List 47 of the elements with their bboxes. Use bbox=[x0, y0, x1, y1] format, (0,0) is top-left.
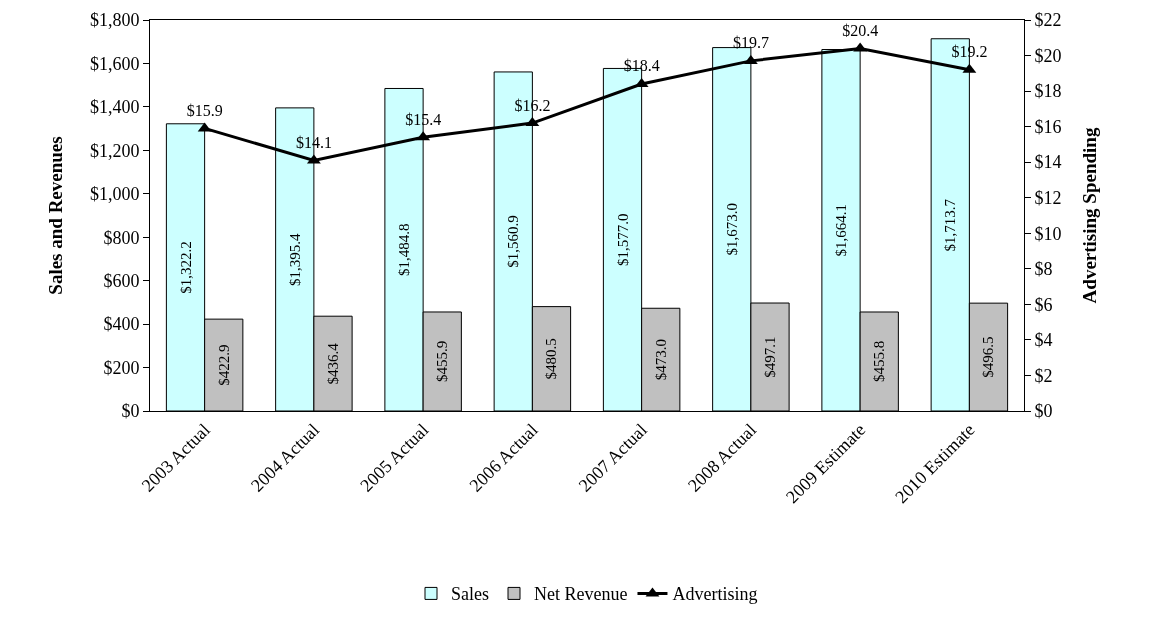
y2-tick-label: $20 bbox=[1034, 45, 1062, 66]
y-tick-label: $400 bbox=[103, 314, 140, 335]
y2-tick-label: $16 bbox=[1034, 116, 1062, 137]
data-label: $1,664.1 bbox=[833, 204, 850, 257]
data-label: $18.4 bbox=[623, 57, 660, 75]
y-tick-label: $1,200 bbox=[89, 140, 140, 161]
y2-tick-label: $4 bbox=[1034, 330, 1053, 351]
data-label: $1,577.0 bbox=[614, 213, 631, 266]
y2-tick-label: $12 bbox=[1034, 188, 1062, 209]
data-label: $1,484.8 bbox=[396, 223, 413, 276]
y-tick-label: $1,400 bbox=[89, 97, 140, 118]
data-label: $20.4 bbox=[842, 21, 879, 39]
y2-tick-label: $18 bbox=[1034, 81, 1062, 102]
data-label: $1,322.2 bbox=[177, 241, 194, 294]
data-label: $15.9 bbox=[186, 101, 223, 119]
y2-tick-label: $14 bbox=[1034, 152, 1062, 173]
y2-tick-label: $8 bbox=[1034, 259, 1053, 280]
data-label: $455.9 bbox=[434, 340, 451, 383]
y2-tick-label: $2 bbox=[1034, 365, 1053, 386]
data-label: $497.1 bbox=[761, 336, 778, 378]
y-tick-label: $600 bbox=[103, 270, 140, 291]
y-tick-label: $0 bbox=[121, 401, 140, 422]
data-label: $1,673.0 bbox=[723, 203, 740, 256]
y-tick-label: $1,800 bbox=[89, 10, 140, 31]
legend-label: Sales bbox=[451, 584, 489, 605]
data-label: $455.8 bbox=[871, 340, 888, 383]
y2-tick-label: $22 bbox=[1034, 10, 1062, 31]
data-label: $1,713.7 bbox=[942, 198, 959, 252]
legend-label: Advertising bbox=[672, 584, 758, 605]
data-label: $496.5 bbox=[980, 336, 997, 378]
data-label: $422.9 bbox=[215, 344, 232, 386]
y2-tick-label: $10 bbox=[1034, 223, 1062, 244]
data-label: $480.5 bbox=[543, 338, 560, 380]
y-tick-label: $200 bbox=[103, 357, 140, 378]
data-label: $473.0 bbox=[652, 339, 669, 381]
legend-label: Net Revenue bbox=[534, 584, 628, 605]
y-tick-label: $1,600 bbox=[89, 53, 140, 74]
y2-tick-label: $6 bbox=[1034, 294, 1053, 315]
y-tick-label: $800 bbox=[103, 227, 140, 248]
data-label: $1,395.4 bbox=[286, 232, 303, 286]
y2-tick-label: $0 bbox=[1034, 401, 1053, 422]
data-label: $436.4 bbox=[324, 342, 341, 385]
y-axis-title: Sales and Revenues bbox=[44, 136, 66, 295]
data-label: $19.7 bbox=[732, 34, 769, 52]
y-tick-label: $1,000 bbox=[89, 184, 140, 205]
data-label: $1,560.9 bbox=[505, 215, 522, 268]
y2-axis-title: Advertising Spending bbox=[1079, 127, 1101, 304]
